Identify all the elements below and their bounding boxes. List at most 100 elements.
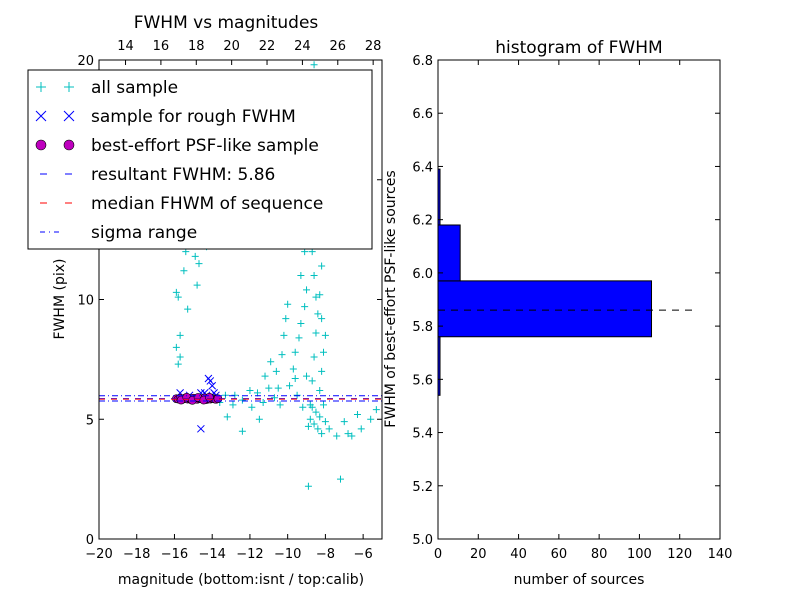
scatter-point-series-0 bbox=[297, 319, 305, 327]
scatter-x-tick-label: −12 bbox=[236, 547, 263, 562]
scatter-y-tick-label: 10 bbox=[77, 294, 94, 309]
scatter-point-series-0 bbox=[312, 293, 320, 301]
scatter-point-series-0 bbox=[174, 360, 182, 368]
scatter-point-series-0 bbox=[367, 415, 375, 423]
scatter-point-series-0 bbox=[344, 430, 352, 438]
scatter-point-series-0 bbox=[340, 418, 348, 426]
scatter-x-tick-label: −10 bbox=[274, 547, 301, 562]
scatter-point-series-0 bbox=[303, 372, 311, 380]
scatter-point-series-0 bbox=[238, 427, 246, 435]
scatter-point-series-0 bbox=[172, 288, 180, 296]
scatter-point-series-0 bbox=[193, 281, 201, 289]
scatter-point-series-0 bbox=[223, 413, 231, 421]
histogram-y-tick-label: 6.6 bbox=[412, 107, 433, 122]
scatter-point-series-0 bbox=[299, 403, 307, 411]
legend-label: median FHWM of sequence bbox=[91, 194, 323, 214]
scatter-point-series-1 bbox=[208, 381, 217, 390]
scatter-point-series-0 bbox=[289, 365, 297, 373]
scatter-y-tick-label: 20 bbox=[77, 54, 94, 69]
scatter-point-series-0 bbox=[259, 398, 267, 406]
scatter-point-series-0 bbox=[310, 353, 318, 361]
scatter-point-series-0 bbox=[325, 425, 333, 433]
scatter-point-series-0 bbox=[316, 291, 324, 299]
scatter-point-series-0 bbox=[308, 377, 316, 385]
histogram-x-tick-label: 60 bbox=[551, 547, 568, 562]
scatter-point-series-0 bbox=[304, 482, 312, 490]
scatter-top-x-tick-label: 16 bbox=[153, 39, 170, 54]
histogram-y-tick-label: 6.8 bbox=[412, 54, 433, 69]
scatter-point-series-0 bbox=[357, 425, 365, 433]
scatter-y-axis-title: FWHM (pix) bbox=[52, 259, 68, 340]
scatter-x-tick-label: −16 bbox=[161, 547, 188, 562]
histogram-y-tick-label: 6.0 bbox=[412, 267, 433, 282]
scatter-point-series-0 bbox=[333, 432, 341, 440]
scatter-point-series-0 bbox=[282, 315, 290, 323]
scatter-y-tick-label: 5 bbox=[86, 413, 94, 428]
scatter-top-x-tick-label: 28 bbox=[365, 39, 382, 54]
scatter-point-series-0 bbox=[238, 396, 246, 404]
scatter-title: FWHM vs magnitudes bbox=[134, 13, 319, 33]
scatter-point-series-0 bbox=[318, 430, 326, 438]
legend-label: sample for rough FWHM bbox=[91, 107, 296, 127]
scatter-point-series-0 bbox=[320, 401, 328, 409]
scatter-x-tick-label: −8 bbox=[316, 547, 335, 562]
scatter-top-x-tick-label: 18 bbox=[188, 39, 205, 54]
scatter-point-series-0 bbox=[306, 415, 314, 423]
scatter-x-tick-label: −14 bbox=[198, 547, 225, 562]
histogram-x-tick-label: 100 bbox=[627, 547, 652, 562]
histogram-y-tick-label: 5.2 bbox=[412, 480, 433, 495]
scatter-point-series-0 bbox=[274, 384, 282, 392]
scatter-point-series-0 bbox=[270, 394, 278, 402]
scatter-point-series-0 bbox=[291, 375, 299, 383]
scatter-point-series-0 bbox=[176, 331, 184, 339]
scatter-top-x-tick-label: 14 bbox=[117, 39, 134, 54]
legend-marker bbox=[35, 139, 47, 151]
histogram-title: histogram of FWHM bbox=[495, 38, 662, 58]
scatter-point-series-0 bbox=[174, 293, 182, 301]
histogram-x-axis-title: number of sources bbox=[514, 572, 645, 588]
legend-label: sigma range bbox=[91, 223, 197, 243]
scatter-point-series-0 bbox=[191, 252, 199, 260]
histogram-y-tick-label: 5.4 bbox=[412, 427, 433, 442]
scatter-point-series-0 bbox=[184, 305, 192, 313]
scatter-point-series-0 bbox=[229, 401, 237, 409]
histogram-x-tick-label: 140 bbox=[708, 547, 733, 562]
histogram-y-axis-title: FWHM of best-effort PSF-like sources bbox=[383, 170, 399, 427]
scatter-point-series-0 bbox=[284, 300, 292, 308]
histogram-panel: histogram of FWHM 0 20 40 60 80 100 120 140 5.0 5… bbox=[383, 38, 732, 588]
legend-label: best-effort PSF-like sample bbox=[91, 136, 319, 156]
scatter-point-series-0 bbox=[255, 415, 263, 423]
scatter-point-series-0 bbox=[348, 432, 356, 440]
legend: all sample sample for rough FWHM best-effo… bbox=[27, 69, 373, 250]
scatter-x-tick-label: −20 bbox=[85, 547, 112, 562]
scatter-point-series-0 bbox=[265, 384, 273, 392]
histogram-axes: 0 20 40 60 80 100 120 140 5.0 5.2 5.4 5.6 5.8 6.0 6.2 6… bbox=[412, 54, 732, 562]
legend-marker bbox=[63, 110, 75, 122]
scatter-x-tick-label: −6 bbox=[354, 547, 373, 562]
scatter-point-series-0 bbox=[353, 410, 361, 418]
scatter-axes: −20 −18 −16 −14 −12 −10 −8 −6 14 16 18 20 22 24 26 28 0 5… bbox=[77, 39, 382, 562]
scatter-point-series-0 bbox=[318, 262, 326, 270]
legend-box bbox=[27, 69, 373, 250]
scatter-point-series-0 bbox=[310, 61, 318, 69]
scatter-point-series-0 bbox=[301, 303, 309, 311]
legend-marker bbox=[64, 82, 74, 92]
histogram-bar bbox=[437, 280, 653, 338]
legend-marker bbox=[35, 110, 47, 122]
legend-marker bbox=[63, 139, 75, 151]
scatter-top-x-tick-label: 26 bbox=[330, 39, 347, 54]
histogram-y-tick-label: 6.4 bbox=[412, 160, 433, 175]
scatter-point-series-1 bbox=[197, 424, 205, 433]
scatter-x-tick-label: −18 bbox=[123, 547, 150, 562]
legend-marker bbox=[36, 82, 46, 92]
histogram-x-tick-label: 40 bbox=[510, 547, 527, 562]
scatter-point-series-0 bbox=[312, 329, 320, 337]
histogram-x-tick-label: 120 bbox=[667, 547, 692, 562]
histogram-y-tick-label: 5.0 bbox=[412, 533, 433, 548]
scatter-point-series-0 bbox=[312, 408, 320, 416]
histogram-y-tick-label: 6.2 bbox=[412, 214, 433, 229]
scatter-point-series-0 bbox=[303, 286, 311, 294]
scatter-point-series-0 bbox=[318, 315, 326, 323]
scatter-panel: FWHM vs magnitudes −20 −18 −16 −14 −12 −10 −8 −… bbox=[27, 13, 383, 588]
legend-entry: resultant FWHM: 5.86 bbox=[40, 165, 275, 185]
